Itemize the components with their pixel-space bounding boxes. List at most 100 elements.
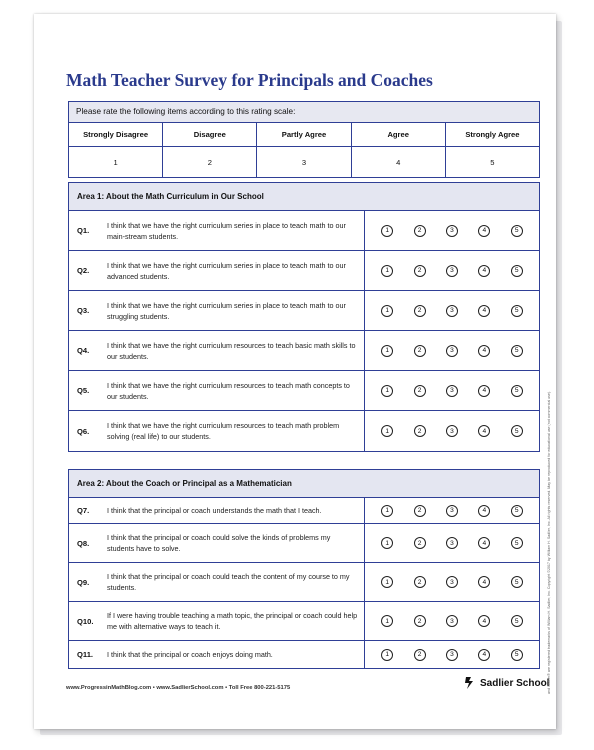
rating-option-2[interactable]: 2 bbox=[413, 344, 426, 357]
rating-option-5[interactable]: 5 bbox=[510, 344, 523, 357]
rating-option-2[interactable]: 2 bbox=[413, 615, 426, 627]
question-number: Q10. bbox=[77, 616, 94, 626]
question-row: Q8. I think that the principal or coach c… bbox=[69, 524, 539, 563]
rating-option-1[interactable]: 1 bbox=[381, 537, 394, 549]
question-row: Q1. I think that we have the right curric… bbox=[69, 211, 539, 251]
rating-option-2[interactable]: 2 bbox=[413, 224, 426, 237]
footer-links: www.ProgressinMathBlog.com • www.Sadlier… bbox=[66, 685, 291, 691]
rating-option-5[interactable]: 5 bbox=[510, 576, 523, 588]
question-text-cell: Q4. I think that we have the right curric… bbox=[69, 331, 365, 370]
rating-option-5[interactable]: 5 bbox=[510, 304, 523, 317]
rating-option-4[interactable]: 4 bbox=[478, 224, 491, 237]
rating-option-4[interactable]: 4 bbox=[478, 504, 491, 517]
question-text-cell: Q5. I think that we have the right curric… bbox=[69, 371, 365, 410]
rating-option-5[interactable]: 5 bbox=[510, 615, 523, 627]
scale-label: Agree bbox=[352, 123, 446, 146]
question-text-cell: Q3. I think that we have the right curric… bbox=[69, 291, 365, 330]
rating-option-4[interactable]: 4 bbox=[478, 384, 491, 397]
rating-option-1[interactable]: 1 bbox=[381, 224, 394, 237]
rating-option-1[interactable]: 1 bbox=[381, 576, 394, 588]
question-statement: I think that we have the right curriculu… bbox=[107, 220, 346, 241]
rating-option-2[interactable]: 2 bbox=[413, 384, 426, 397]
rating-option-3[interactable]: 3 bbox=[445, 425, 458, 437]
question-number: Q3. bbox=[77, 306, 90, 315]
rating-option-2[interactable]: 2 bbox=[413, 425, 426, 437]
rating-option-1[interactable]: 1 bbox=[381, 304, 394, 317]
rating-option-4[interactable]: 4 bbox=[478, 425, 491, 437]
rating-option-3[interactable]: 3 bbox=[445, 224, 458, 237]
question-text-cell: Q1. I think that we have the right curric… bbox=[69, 211, 365, 250]
rating-option-3[interactable]: 3 bbox=[445, 648, 458, 661]
rating-option-3[interactable]: 3 bbox=[445, 384, 458, 397]
rating-option-5[interactable]: 5 bbox=[510, 264, 523, 277]
rating-option-5[interactable]: 5 bbox=[510, 504, 523, 517]
rating-option-5[interactable]: 5 bbox=[510, 648, 523, 661]
question-number: Q1. bbox=[77, 226, 90, 235]
rating-option-1[interactable]: 1 bbox=[381, 648, 394, 661]
rating-option-3[interactable]: 3 bbox=[445, 304, 458, 317]
rating-choices: 1 2 3 4 5 bbox=[365, 498, 539, 523]
copyright-text: and Sadlier® are registered trademarks o… bbox=[547, 390, 551, 694]
rating-option-4[interactable]: 4 bbox=[478, 576, 491, 588]
question-row: Q6. I think that we have the right curric… bbox=[69, 411, 539, 451]
area-2-heading: Area 2: About the Coach or Principal as … bbox=[69, 470, 539, 498]
rating-choices: 1 2 3 4 5 bbox=[365, 524, 539, 562]
rating-choices: 1 2 3 4 5 bbox=[365, 251, 539, 290]
rating-option-2[interactable]: 2 bbox=[413, 304, 426, 317]
rating-option-4[interactable]: 4 bbox=[478, 648, 491, 661]
area-1-heading: Area 1: About the Math Curriculum in Our… bbox=[69, 183, 539, 211]
question-statement: I think that the principal or coach enjo… bbox=[107, 650, 273, 659]
question-row: Q9. I think that the principal or coach c… bbox=[69, 563, 539, 602]
copyright-side-note: and Sadlier® are registered trademarks o… bbox=[547, 294, 561, 694]
rating-option-4[interactable]: 4 bbox=[478, 264, 491, 277]
question-row: Q3. I think that we have the right curric… bbox=[69, 291, 539, 331]
survey-sheet: Math Teacher Survey for Principals and C… bbox=[34, 14, 556, 729]
question-text-cell: Q11. I think that the principal or coach … bbox=[69, 641, 365, 668]
question-number: Q4. bbox=[77, 346, 90, 355]
scale-label: Strongly Agree bbox=[465, 130, 520, 139]
rating-scale-values-row: 1 2 3 4 5 bbox=[69, 147, 539, 177]
question-row: Q5. I think that we have the right curric… bbox=[69, 371, 539, 411]
scale-label: Strongly Disagree bbox=[69, 123, 164, 146]
rating-option-4[interactable]: 4 bbox=[478, 344, 491, 357]
scale-value: 2 bbox=[163, 147, 258, 177]
rating-option-2[interactable]: 2 bbox=[413, 264, 426, 277]
question-row: Q7. I think that the principal or coach u… bbox=[69, 498, 539, 524]
rating-option-3[interactable]: 3 bbox=[445, 537, 458, 549]
rating-option-5[interactable]: 5 bbox=[510, 537, 523, 549]
rating-option-5[interactable]: 5 bbox=[510, 384, 523, 397]
rating-option-1[interactable]: 1 bbox=[381, 615, 394, 627]
rating-option-1[interactable]: 1 bbox=[381, 344, 394, 357]
rating-option-4[interactable]: 4 bbox=[478, 615, 491, 627]
sadlier-logo-icon bbox=[465, 677, 473, 689]
rating-option-4[interactable]: 4 bbox=[478, 304, 491, 317]
rating-option-2[interactable]: 2 bbox=[413, 576, 426, 588]
rating-option-3[interactable]: 3 bbox=[445, 344, 458, 357]
area-2-table: Area 2: About the Coach or Principal as … bbox=[68, 469, 540, 669]
rating-scale-labels-row: Strongly Disagree Disagree Partly Agree … bbox=[69, 123, 539, 147]
question-text-cell: Q6. I think that we have the right curric… bbox=[69, 411, 365, 451]
rating-scale-caption: Please rate the following items accordin… bbox=[69, 102, 539, 123]
rating-option-1[interactable]: 1 bbox=[381, 264, 394, 277]
question-statement: I think that we have the right curriculu… bbox=[107, 340, 356, 361]
rating-choices: 1 2 3 4 5 bbox=[365, 291, 539, 330]
rating-option-2[interactable]: 2 bbox=[413, 648, 426, 661]
rating-option-2[interactable]: 2 bbox=[413, 537, 426, 549]
rating-option-1[interactable]: 1 bbox=[381, 425, 394, 437]
question-statement: I think that we have the right curriculu… bbox=[107, 300, 346, 321]
rating-option-3[interactable]: 3 bbox=[445, 615, 458, 627]
rating-option-5[interactable]: 5 bbox=[510, 425, 523, 437]
area-1-table: Area 1: About the Math Curriculum in Our… bbox=[68, 182, 540, 452]
rating-option-3[interactable]: 3 bbox=[445, 504, 458, 517]
question-text-cell: Q10. If I were having trouble teaching a … bbox=[69, 602, 365, 640]
rating-option-3[interactable]: 3 bbox=[445, 264, 458, 277]
rating-option-5[interactable]: 5 bbox=[510, 224, 523, 237]
rating-option-1[interactable]: 1 bbox=[381, 504, 394, 517]
rating-option-1[interactable]: 1 bbox=[381, 384, 394, 397]
question-row: Q10. If I were having trouble teaching a … bbox=[69, 602, 539, 641]
rating-option-3[interactable]: 3 bbox=[445, 576, 458, 588]
question-text-cell: Q9. I think that the principal or coach c… bbox=[69, 563, 365, 601]
rating-option-2[interactable]: 2 bbox=[413, 504, 426, 517]
scale-label: Disagree bbox=[163, 123, 258, 146]
rating-option-4[interactable]: 4 bbox=[478, 537, 491, 549]
